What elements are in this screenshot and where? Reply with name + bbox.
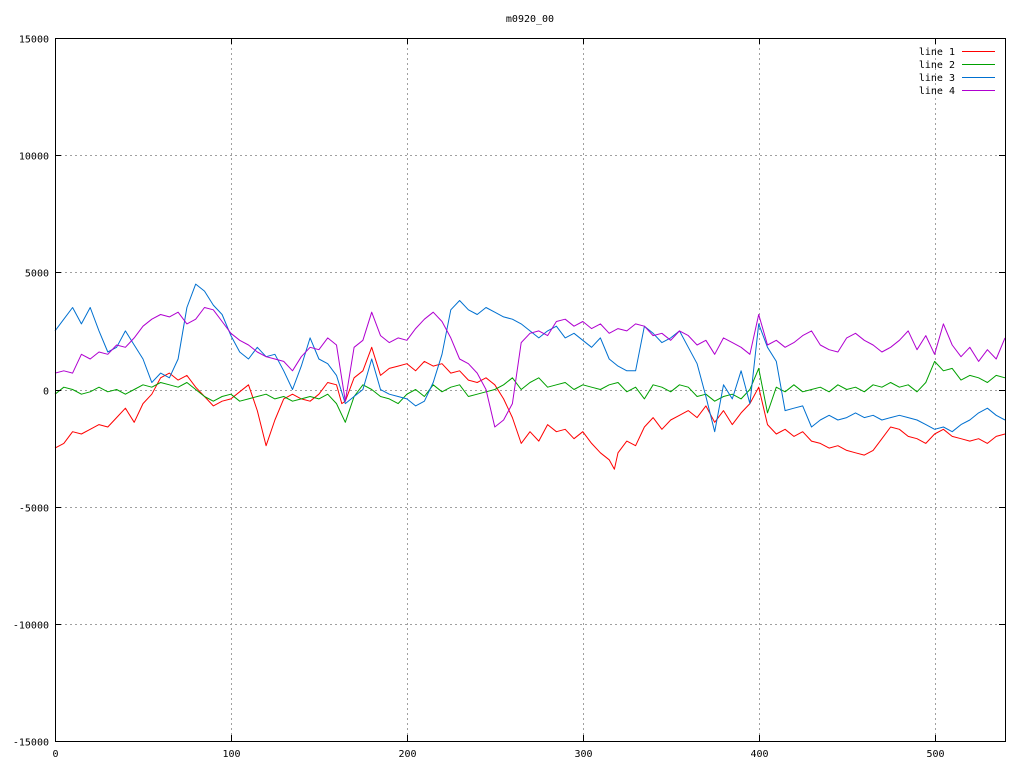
y-tick-label: 5000 [25, 269, 49, 280]
y-tick-label: -10000 [13, 621, 49, 632]
series-line-1 [54, 346, 1006, 470]
x-tick-label: 0 [52, 749, 58, 760]
series-line-3 [54, 283, 1006, 433]
x-tick-label: 300 [574, 749, 592, 760]
x-tick-label: 500 [926, 749, 944, 760]
legend-label-4: line 4 [919, 86, 955, 97]
x-tick-label: 100 [222, 749, 240, 760]
y-tick-label: 15000 [19, 35, 49, 46]
y-tick-label: -15000 [13, 738, 49, 749]
series-lines [54, 283, 1006, 470]
y-tick-label: 0 [43, 387, 49, 398]
legend-label-2: line 2 [919, 60, 955, 71]
legend-label-3: line 3 [919, 73, 955, 84]
y-tick-label: 10000 [19, 152, 49, 163]
legend-label-1: line 1 [919, 47, 955, 58]
x-tick-label: 200 [398, 749, 416, 760]
series-line-2 [54, 360, 1006, 423]
legend: line 1 line 2 line 3 line 4 [919, 47, 995, 97]
series-line-4 [54, 307, 1006, 428]
x-tick-label: 400 [750, 749, 768, 760]
y-tick-label: -5000 [19, 504, 49, 515]
chart-title: m0920_00 [506, 14, 554, 25]
